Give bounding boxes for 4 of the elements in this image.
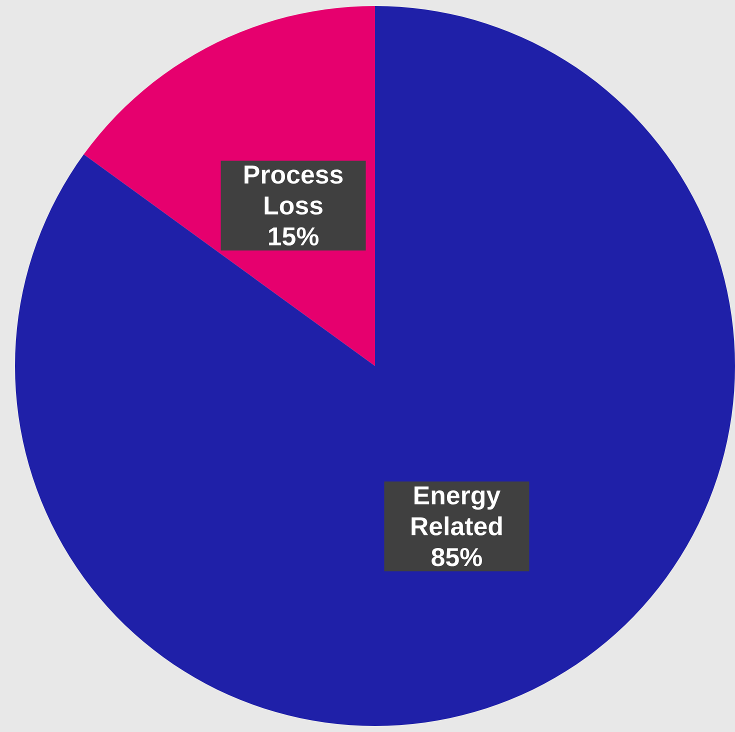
data-label: 15% xyxy=(268,227,319,246)
slice-label: Energy Related xyxy=(412,486,502,536)
slice-label: Process Loss xyxy=(244,166,343,215)
data-label: 85% xyxy=(432,548,482,566)
